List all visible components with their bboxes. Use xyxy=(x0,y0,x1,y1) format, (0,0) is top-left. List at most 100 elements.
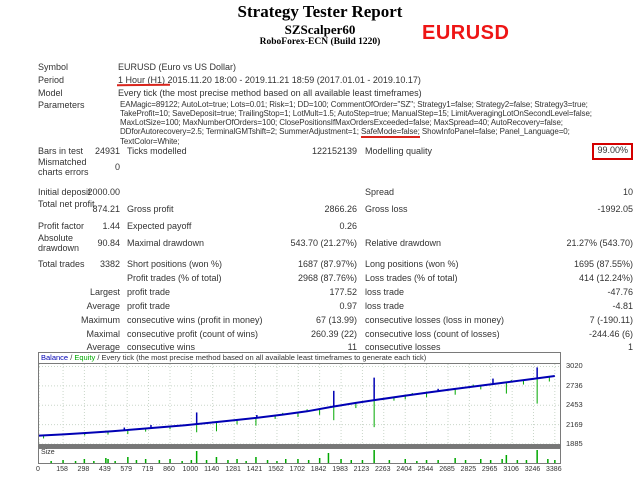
stat-label: Ticks modelled xyxy=(127,146,187,156)
param-line-4-pre: DDforAutorecovery=2.5; TerminalGMTshift=… xyxy=(120,127,361,136)
broker-build: RoboForex-ECN (Build 1220) xyxy=(259,37,381,47)
stat-label: Maximal xyxy=(86,329,120,339)
stat-label: Maximum xyxy=(80,315,120,325)
stat-value: 10 xyxy=(622,187,633,197)
x-axis-tick-label: 298 xyxy=(77,466,90,473)
period-value: 1 Hour (H1) 2015.11.20 18:00 - 2019.11.2… xyxy=(118,75,421,85)
stat-label: Average xyxy=(86,301,120,311)
model-label: Model xyxy=(38,88,63,98)
stat-label: loss trade xyxy=(365,287,405,297)
y-axis-tick-label: 2736 xyxy=(566,380,583,390)
stat-value: -244.46 (6) xyxy=(588,329,633,339)
stat-value: -4.81 xyxy=(612,301,633,311)
y-axis-tick-label: 2453 xyxy=(566,400,583,410)
y-axis-tick-label: 1885 xyxy=(566,439,583,448)
stat-value: 2968 (87.76%) xyxy=(297,273,357,283)
stat-label: Absolute drawdown xyxy=(38,233,80,253)
param-line-4-post: ShowInfoPanel=false; Panel_Language=0; xyxy=(419,127,570,136)
stat-value: 21.27% (543.70) xyxy=(566,238,633,248)
stat-value: 24931 xyxy=(94,146,120,156)
modelling-quality-red-box: 99.00% xyxy=(592,143,633,160)
stat-label: consecutive profit (count of wins) xyxy=(127,329,259,339)
legend-separator: / xyxy=(68,353,75,362)
x-axis-tick-label: 158 xyxy=(56,466,68,473)
param-line-3: MaxLotSize=100; MaxNumberOfOrders=100; C… xyxy=(120,118,563,127)
x-axis-tick-label: 2544 xyxy=(417,466,434,473)
stat-label: Long positions (won %) xyxy=(365,259,459,269)
page-title: Strategy Tester Report xyxy=(237,2,403,21)
stat-value: 0 xyxy=(114,162,120,172)
period-label: Period xyxy=(38,75,65,85)
x-axis-tick-label: 3386 xyxy=(546,466,562,473)
stat-label: Bars in test xyxy=(38,146,84,156)
stat-value: 874.21 xyxy=(92,204,120,214)
stat-value: 99.00% xyxy=(500,143,633,160)
stat-label: Average xyxy=(86,342,120,352)
x-axis-tick-label: 2404 xyxy=(396,466,412,473)
stat-label: Gross profit xyxy=(127,204,174,214)
x-axis-tick-label: 2825 xyxy=(460,466,477,473)
stat-value: 260.39 (22) xyxy=(310,329,357,339)
stat-label: Loss trades (% of total) xyxy=(365,273,458,283)
stat-value: 1687 (87.97%) xyxy=(297,259,357,269)
param-line-5: TextColor=White; xyxy=(120,137,180,146)
stat-label: Mismatched charts errors xyxy=(38,157,89,177)
x-axis-tick-label: 0 xyxy=(36,466,40,473)
stat-value: -1992.05 xyxy=(597,204,633,214)
x-axis-tick-label: 2263 xyxy=(374,466,391,473)
x-axis-tick-label: 719 xyxy=(141,466,154,473)
symbol-value: EURUSD (Euro vs US Dollar) xyxy=(118,62,237,72)
stat-value: 7 (-190.11) xyxy=(589,315,633,325)
stat-label: Total net profit xyxy=(38,199,95,209)
chart-canvas xyxy=(38,364,560,445)
stat-label: consecutive losses (loss in money) xyxy=(365,315,505,325)
stat-value: 1.44 xyxy=(102,221,120,231)
stat-value: 2866.26 xyxy=(324,204,357,214)
stat-value: 122152139 xyxy=(311,146,357,156)
param-line-4-safemode-underlined: SafeMode=false; xyxy=(361,127,420,138)
x-axis-tick-label: 1983 xyxy=(332,466,348,473)
param-line-2: TakeProfit=10; SaveDeposit=true; Trailin… xyxy=(120,109,592,118)
parameters-label: Parameters xyxy=(38,100,85,110)
stat-value: 0.97 xyxy=(339,301,357,311)
stat-label: loss trade xyxy=(365,301,405,311)
stat-label: Modelling quality xyxy=(365,146,433,156)
x-axis-tick-label: 2123 xyxy=(353,466,370,473)
x-axis-tick-label: 2965 xyxy=(481,466,498,473)
stat-value: 90.84 xyxy=(97,238,120,248)
stat-label: consecutive wins xyxy=(127,342,196,352)
legend-equity-label: Equity xyxy=(74,353,96,362)
stat-label: Maximal drawdown xyxy=(127,238,205,248)
stat-value: 177.52 xyxy=(329,287,357,297)
lot-size-panel xyxy=(38,448,561,464)
stat-label: profit trade xyxy=(127,301,171,311)
stat-value: 1695 (87.55%) xyxy=(573,259,633,269)
y-axis-tick-label: 3020 xyxy=(566,361,583,371)
stat-value: 2000.00 xyxy=(87,187,120,197)
stat-value: 1 xyxy=(627,342,633,352)
x-axis-tick-label: 3246 xyxy=(524,466,541,473)
x-axis-tick-label: 1140 xyxy=(204,466,220,473)
stat-label: Spread xyxy=(365,187,395,197)
stat-value: 0.26 xyxy=(339,221,357,231)
x-axis-tick-label: 439 xyxy=(99,466,111,473)
stat-label: Profit trades (% of total) xyxy=(127,273,222,283)
param-line-1: EAMagic=89122; AutoLot=true; Lots=0.01; … xyxy=(120,100,588,109)
stat-label: Total trades xyxy=(38,259,85,269)
ea-name: SZScalper60 xyxy=(284,22,356,37)
model-value: Every tick (the most precise method base… xyxy=(118,88,422,98)
balance-equity-chart xyxy=(38,363,561,445)
symbol-annotation-red: EURUSD xyxy=(422,22,510,44)
stat-value: 67 (13.99) xyxy=(315,315,357,325)
stat-value: 414 (12.24%) xyxy=(578,273,633,283)
x-axis-tick-label: 2685 xyxy=(439,466,455,473)
stat-label: consecutive wins (profit in money) xyxy=(127,315,263,325)
x-axis-tick-label: 1842 xyxy=(310,466,327,473)
stat-label: Relative drawdown xyxy=(365,238,442,248)
stat-label: consecutive losses xyxy=(365,342,441,352)
symbol-label: Symbol xyxy=(38,62,69,72)
stat-value: 543.70 (21.27%) xyxy=(290,238,357,248)
param-line-4: DDforAutorecovery=2.5; TerminalGMTshift=… xyxy=(120,127,570,138)
size-label: Size xyxy=(41,449,55,456)
stat-label: profit trade xyxy=(127,287,171,297)
